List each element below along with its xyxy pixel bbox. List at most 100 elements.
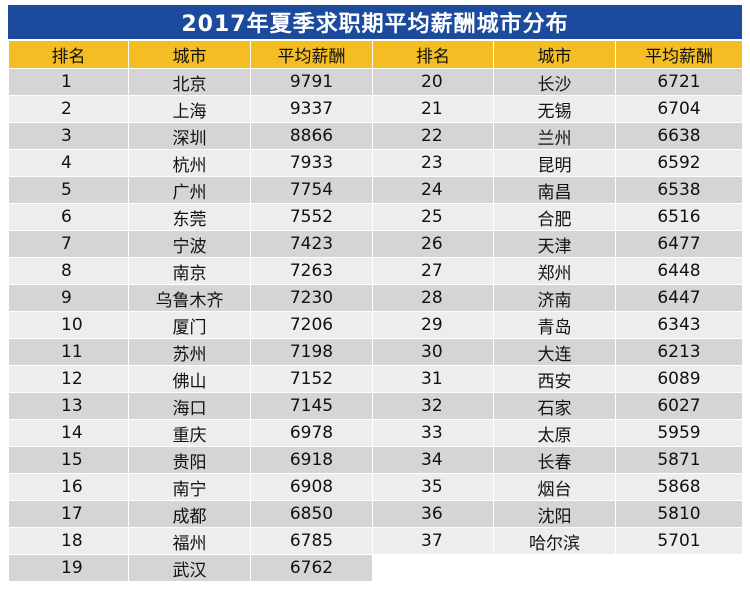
table-row: 15 贵阳 6918 34 长春 5871 [8, 446, 743, 474]
rank-cell: 22 [372, 122, 494, 150]
salary-cell: 7263 [250, 257, 373, 285]
rank-cell: 14 [8, 419, 129, 447]
table-row: 10 厦门 7206 29 青岛 6343 [8, 311, 743, 339]
city-cell: 厦门 [128, 311, 251, 339]
city-cell: 青岛 [493, 311, 616, 339]
city-cell: 沈阳 [493, 500, 616, 528]
header-city-right: 城市 [493, 40, 616, 69]
city-cell: 哈尔滨 [493, 527, 616, 555]
city-cell: 郑州 [493, 257, 616, 285]
city-cell: 南宁 [128, 473, 251, 501]
city-cell: 宁波 [128, 230, 251, 258]
salary-cell: 9337 [250, 95, 373, 123]
salary-cell: 6785 [250, 527, 373, 555]
salary-cell: 5701 [615, 527, 743, 555]
city-cell: 杭州 [128, 149, 251, 177]
rank-cell: 27 [372, 257, 494, 285]
rank-cell: 19 [8, 554, 129, 582]
salary-cell: 6918 [250, 446, 373, 474]
rank-cell: 15 [8, 446, 129, 474]
city-cell: 北京 [128, 68, 251, 96]
table-row: 3 深圳 8866 22 兰州 6638 [8, 122, 743, 150]
rank-cell: 34 [372, 446, 494, 474]
table-row: 1 北京 9791 20 长沙 6721 [8, 68, 743, 96]
salary-cell: 6538 [615, 176, 743, 204]
empty-cell [615, 554, 743, 582]
city-cell: 成都 [128, 500, 251, 528]
rank-cell: 8 [8, 257, 129, 285]
rank-cell: 10 [8, 311, 129, 339]
city-cell: 无锡 [493, 95, 616, 123]
salary-cell: 6343 [615, 311, 743, 339]
city-cell: 佛山 [128, 365, 251, 393]
rank-cell: 6 [8, 203, 129, 231]
table-row: 13 海口 7145 32 石家 6027 [8, 392, 743, 420]
empty-cell [493, 554, 616, 582]
salary-cell: 6213 [615, 338, 743, 366]
header-rank-right: 排名 [372, 40, 494, 69]
salary-cell: 7198 [250, 338, 373, 366]
city-cell: 福州 [128, 527, 251, 555]
city-cell: 合肥 [493, 203, 616, 231]
table-row: 14 重庆 6978 33 太原 5959 [8, 419, 743, 447]
rank-cell: 2 [8, 95, 129, 123]
salary-cell: 5868 [615, 473, 743, 501]
table-row: 17 成都 6850 36 沈阳 5810 [8, 500, 743, 528]
table-row: 11 苏州 7198 30 大连 6213 [8, 338, 743, 366]
table-row: 8 南京 7263 27 郑州 6448 [8, 257, 743, 285]
salary-cell: 7754 [250, 176, 373, 204]
city-cell: 武汉 [128, 554, 251, 582]
city-cell: 济南 [493, 284, 616, 312]
city-cell: 海口 [128, 392, 251, 420]
rank-cell: 17 [8, 500, 129, 528]
header-salary-right: 平均薪酬 [615, 40, 743, 69]
salary-cell: 6089 [615, 365, 743, 393]
city-cell: 上海 [128, 95, 251, 123]
salary-cell: 6704 [615, 95, 743, 123]
salary-cell: 6762 [250, 554, 373, 582]
city-cell: 深圳 [128, 122, 251, 150]
rank-cell: 12 [8, 365, 129, 393]
rank-cell: 3 [8, 122, 129, 150]
empty-cell [372, 554, 494, 582]
city-cell: 长沙 [493, 68, 616, 96]
salary-cell: 7933 [250, 149, 373, 177]
header-rank-left: 排名 [8, 40, 129, 69]
rank-cell: 31 [372, 365, 494, 393]
table-row: 12 佛山 7152 31 西安 6089 [8, 365, 743, 393]
rank-cell: 35 [372, 473, 494, 501]
table-row: 5 广州 7754 24 南昌 6538 [8, 176, 743, 204]
salary-cell: 6850 [250, 500, 373, 528]
header-row: 排名 城市 平均薪酬 排名 城市 平均薪酬 [8, 40, 743, 69]
rank-cell: 36 [372, 500, 494, 528]
city-cell: 重庆 [128, 419, 251, 447]
rank-cell: 1 [8, 68, 129, 96]
city-cell: 南昌 [493, 176, 616, 204]
table-row: 7 宁波 7423 26 天津 6477 [8, 230, 743, 258]
city-cell: 大连 [493, 338, 616, 366]
rank-cell: 13 [8, 392, 129, 420]
salary-cell: 7206 [250, 311, 373, 339]
rank-cell: 4 [8, 149, 129, 177]
salary-sheet: 2017年夏季求职期平均薪酬城市分布 排名 城市 平均薪酬 排名 城市 平均薪酬… [8, 5, 743, 582]
city-cell: 烟台 [493, 473, 616, 501]
rank-cell: 33 [372, 419, 494, 447]
city-cell: 长春 [493, 446, 616, 474]
city-cell: 西安 [493, 365, 616, 393]
table-title: 2017年夏季求职期平均薪酬城市分布 [8, 5, 742, 39]
city-cell: 贵阳 [128, 446, 251, 474]
salary-cell: 5959 [615, 419, 743, 447]
city-cell: 太原 [493, 419, 616, 447]
table-row: 9 乌鲁木齐 7230 28 济南 6447 [8, 284, 743, 312]
salary-cell: 6477 [615, 230, 743, 258]
city-cell: 石家 [493, 392, 616, 420]
rank-cell: 26 [372, 230, 494, 258]
salary-cell: 6592 [615, 149, 743, 177]
table-row: 2 上海 9337 21 无锡 6704 [8, 95, 743, 123]
rank-cell: 16 [8, 473, 129, 501]
rank-cell: 25 [372, 203, 494, 231]
salary-cell: 6978 [250, 419, 373, 447]
rank-cell: 5 [8, 176, 129, 204]
salary-cell: 6516 [615, 203, 743, 231]
salary-cell: 7423 [250, 230, 373, 258]
